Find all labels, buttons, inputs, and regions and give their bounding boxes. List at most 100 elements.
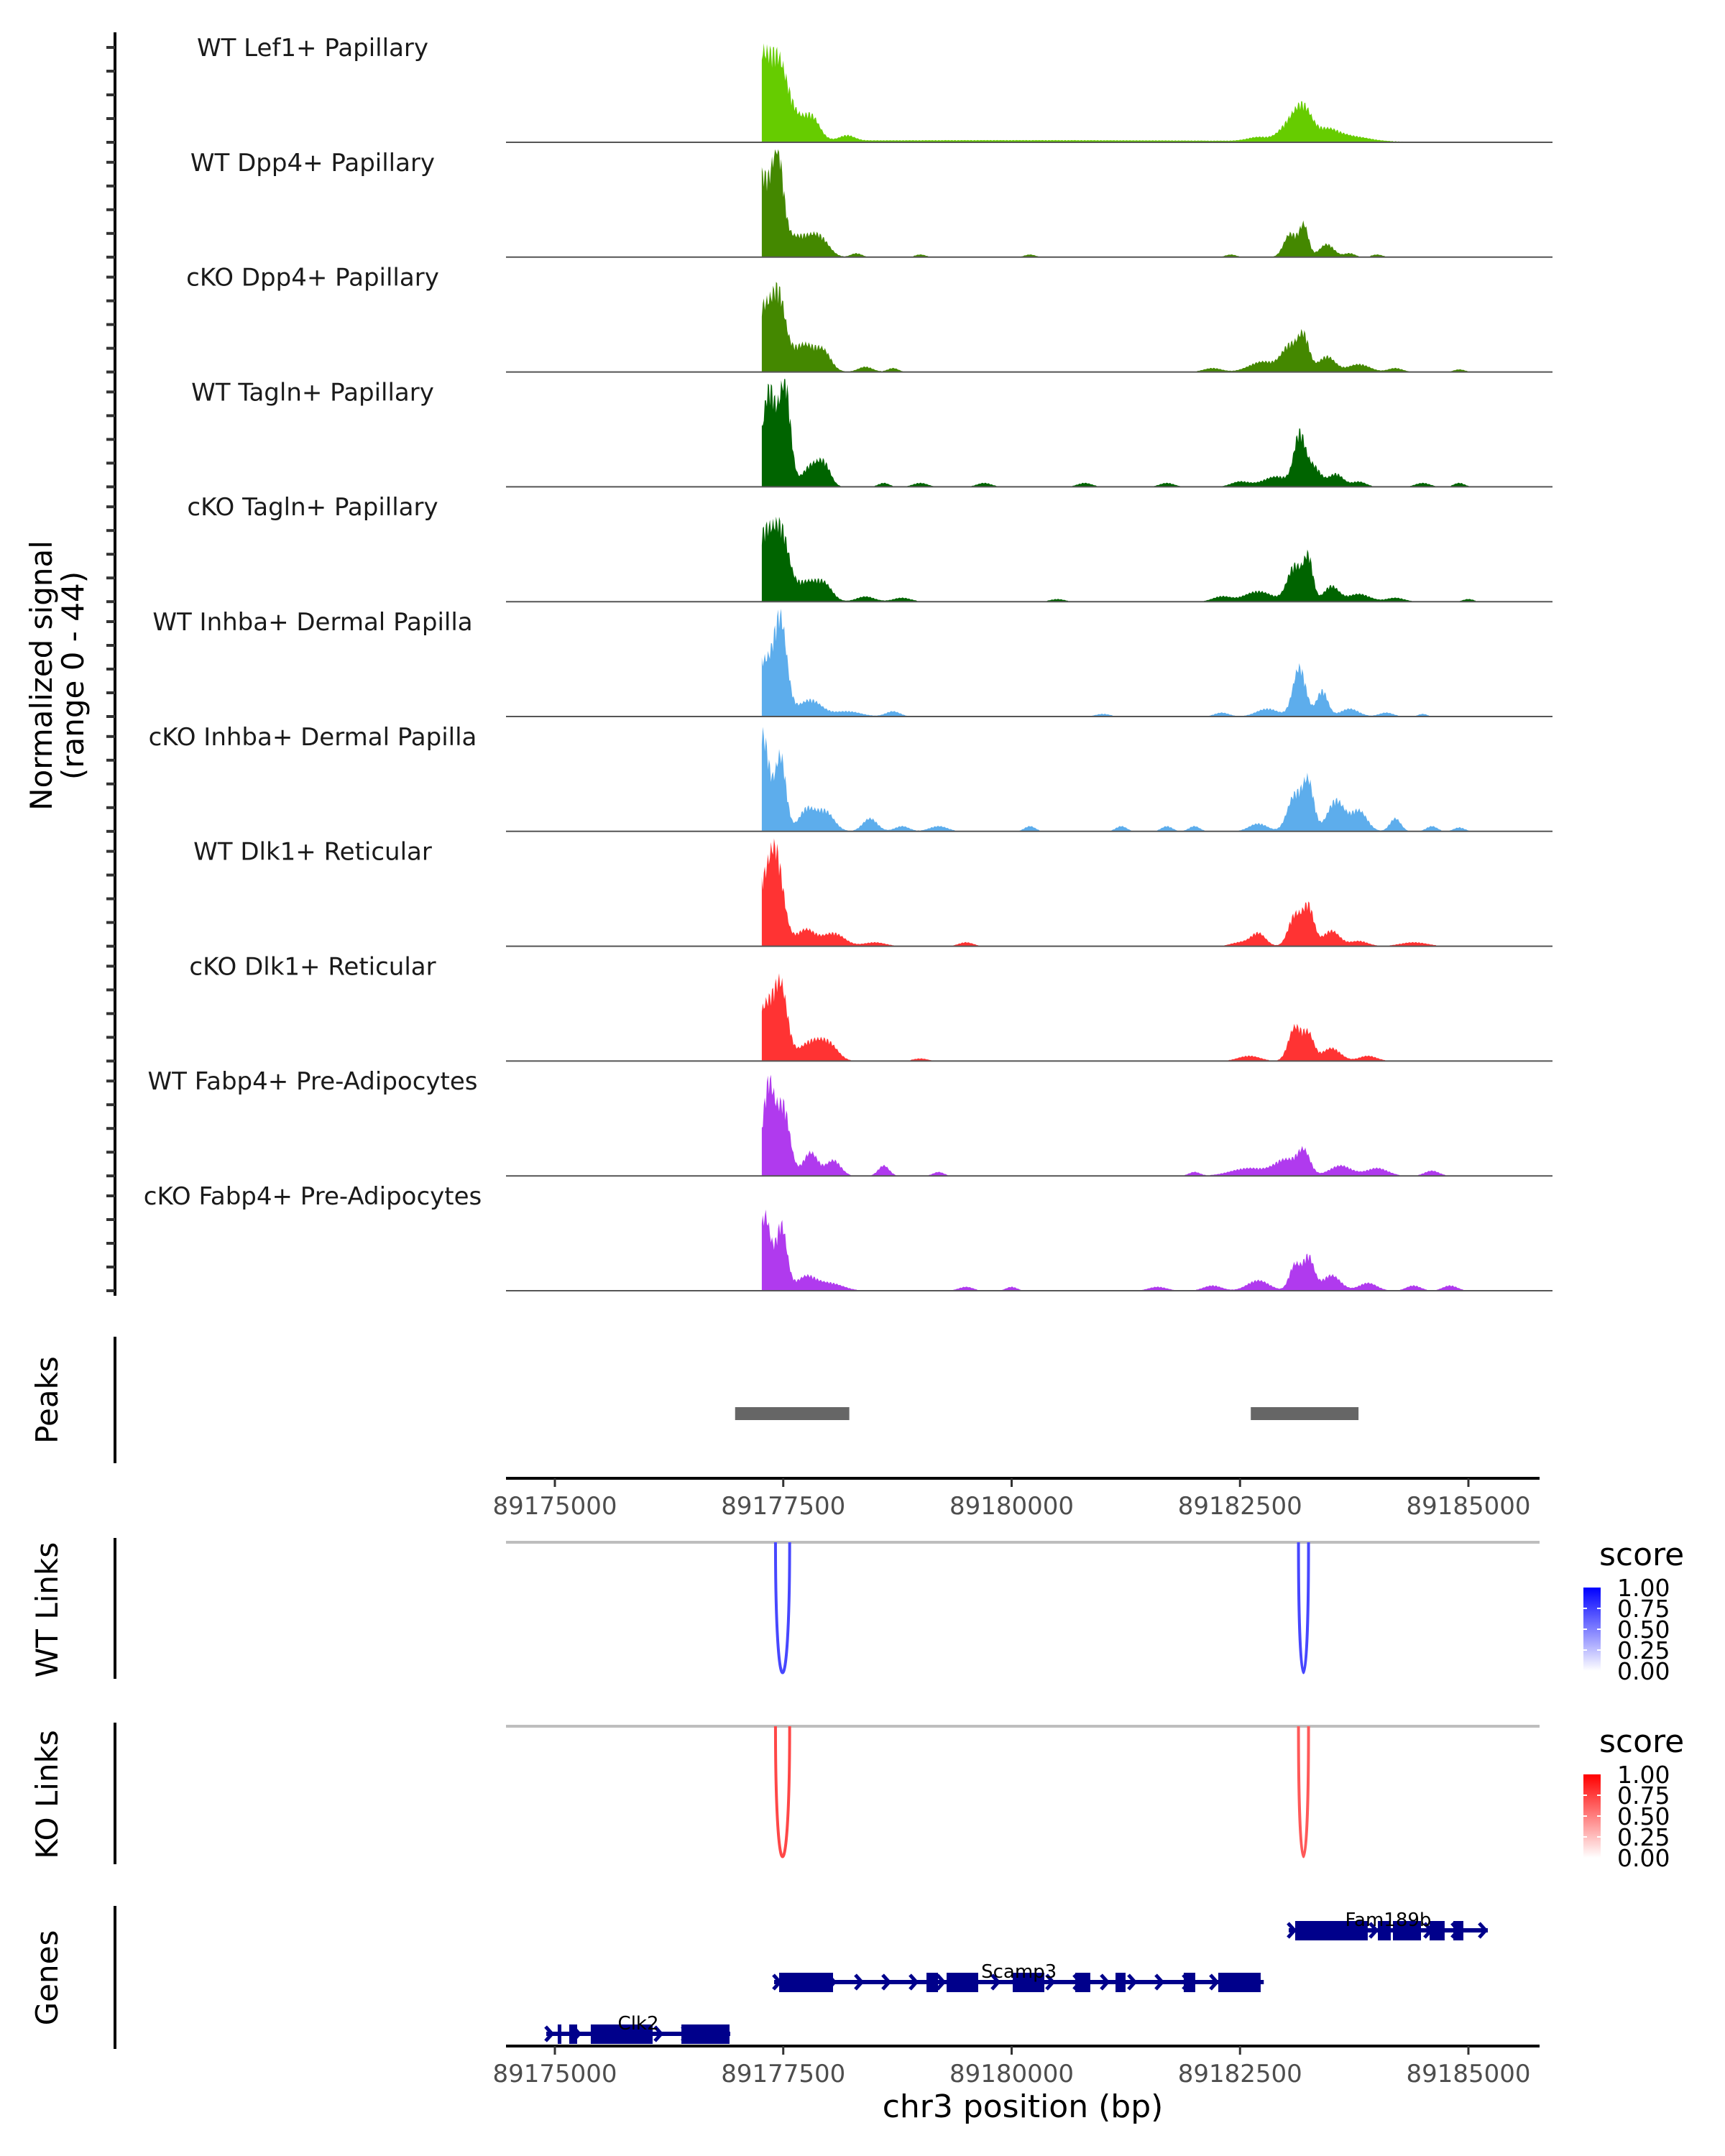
peaks-label: Peaks <box>29 1356 65 1444</box>
coverage-track: WT Tagln+ Papillary <box>191 378 1552 488</box>
gene-exon <box>1218 1973 1261 1992</box>
coverage-track: WT Dlk1+ Reticular <box>193 838 1552 947</box>
track-label: cKO Dlk1+ Reticular <box>189 952 436 981</box>
gene-model: Clk2 <box>544 2013 731 2044</box>
coverage-y-axis-title: Normalized signal (range 0 - 44) <box>24 540 91 811</box>
x-tick-label: 89175000 <box>492 2060 617 2088</box>
coverage-area <box>761 1210 1476 1291</box>
gene-name-label: Scamp3 <box>981 1961 1057 1983</box>
bottom-x-axis: 89175000 89177500 89180000 89182500 89185000… <box>492 2045 1540 2125</box>
legend-tick-label: 0.50 <box>1617 1616 1670 1644</box>
track-label: WT Inhba+ Dermal Papilla <box>152 608 472 637</box>
coverage-area <box>761 838 1476 946</box>
x-tick-label: 89177500 <box>721 2060 845 2088</box>
coverage-y-ticks <box>106 46 115 1292</box>
gene-exon <box>1116 1973 1126 1992</box>
strand-arrow-icon <box>990 1973 1001 1991</box>
x-axis-title: chr3 position (bp) <box>883 2088 1164 2125</box>
y-axis-title-line2: (range 0 - 44) <box>55 571 91 780</box>
strand-arrow-icon <box>1100 1973 1110 1991</box>
coverage-track: cKO Inhba+ Dermal Papilla <box>149 723 1552 832</box>
legend-tick-label: 0.50 <box>1617 1802 1670 1830</box>
legend-tick-label: 0.00 <box>1617 1844 1670 1872</box>
gene-exon <box>590 2024 653 2044</box>
link-arc <box>773 1726 791 1858</box>
track-label: cKO Inhba+ Dermal Papilla <box>149 723 477 752</box>
legend-tick-label: 0.75 <box>1617 1782 1670 1810</box>
coverage-area <box>761 149 1476 257</box>
coverage-area <box>761 43 1476 142</box>
upper-x-axis: 89175000 89177500 89180000 89182500 89185000 <box>492 1477 1540 1521</box>
coverage-track: cKO Fabp4+ Pre-Adipocytes <box>144 1182 1552 1291</box>
coverage-area <box>761 379 1476 487</box>
gene-exon <box>569 2024 578 2044</box>
x-tick-label: 89182500 <box>1178 2060 1302 2088</box>
coverage-tracks: WT Lef1+ Papillary WT Dpp4+ Papillary cKO … <box>144 34 1552 1291</box>
strand-arrow-icon <box>1209 1973 1220 1991</box>
legend-tick-label: 0.75 <box>1617 1595 1670 1623</box>
gene-exon <box>926 1973 939 1992</box>
track-label: cKO Dpp4+ Papillary <box>186 264 439 292</box>
y-axis-title-line1: Normalized signal <box>24 540 59 811</box>
strand-arrow-icon <box>908 1973 919 1991</box>
strand-arrow-icon <box>936 1973 947 1991</box>
link-arc <box>1297 1542 1310 1674</box>
strand-arrow-icon <box>881 1973 892 1991</box>
wt-links-label: WT Links <box>29 1542 65 1677</box>
gene-exon <box>557 2024 562 2044</box>
gene-exon <box>779 1973 834 1992</box>
link-arc <box>1297 1726 1310 1858</box>
x-tick-label: 89185000 <box>1406 1492 1530 1521</box>
x-tick-label: 89182500 <box>1178 1492 1302 1521</box>
strand-arrow-icon <box>1154 1973 1165 1991</box>
coverage-track: WT Lef1+ Papillary <box>197 34 1552 143</box>
legend-tick-label: 1.00 <box>1617 1761 1670 1789</box>
peak-interval <box>735 1407 850 1420</box>
strand-arrow-icon <box>1287 1922 1297 1939</box>
track-label: cKO Fabp4+ Pre-Adipocytes <box>144 1182 482 1211</box>
strand-arrow-icon <box>1045 1973 1056 1991</box>
track-label: WT Dlk1+ Reticular <box>193 838 432 867</box>
link-arc <box>773 1542 791 1674</box>
strand-arrow-icon <box>544 2025 555 2042</box>
gene-exon <box>681 2024 730 2044</box>
gene-model: Fam189b <box>1287 1909 1489 1940</box>
peaks-track: Peaks <box>29 1337 1359 1463</box>
coverage-track: WT Fabp4+ Pre-Adipocytes <box>148 1067 1552 1177</box>
legend-tick-label: 0.25 <box>1617 1636 1670 1664</box>
gene-exon <box>1295 1921 1368 1940</box>
gene-exon <box>1453 1921 1463 1940</box>
coverage-area <box>761 973 1476 1061</box>
coverage-area <box>761 282 1476 372</box>
gene-exon <box>1429 1921 1445 1940</box>
genes-label: Genes <box>29 1930 65 2026</box>
x-tick-label: 89180000 <box>949 1492 1074 1521</box>
coverage-track: cKO Dpp4+ Papillary <box>186 264 1552 373</box>
x-tick-label: 89185000 <box>1406 2060 1530 2088</box>
strand-arrow-icon <box>1127 1973 1138 1991</box>
gene-model: Scamp3 <box>772 1961 1264 1992</box>
coverage-track: WT Inhba+ Dermal Papilla <box>152 608 1552 717</box>
x-tick-label: 89177500 <box>721 1492 845 1521</box>
gene-name-label: Fam189b <box>1345 1909 1431 1931</box>
gene-exon <box>1013 1973 1044 1992</box>
track-label: WT Fabp4+ Pre-Adipocytes <box>148 1067 478 1096</box>
gene-exon <box>1075 1973 1090 1992</box>
gene-exon <box>1183 1973 1195 1992</box>
gene-name-label: Clk2 <box>618 2013 659 2035</box>
strand-arrow-icon <box>653 2025 664 2042</box>
coverage-track: WT Dpp4+ Papillary <box>190 149 1552 258</box>
legend-title: score <box>1599 1723 1684 1760</box>
gene-exon <box>1378 1921 1391 1940</box>
legend-tick-label: 0.25 <box>1617 1823 1670 1851</box>
track-label: WT Dpp4+ Papillary <box>190 149 435 178</box>
gene-exon <box>1393 1921 1422 1940</box>
strand-arrow-icon <box>854 1973 865 1991</box>
coverage-track: cKO Tagln+ Papillary <box>187 493 1552 603</box>
genes-track: Genes Fam189b Scamp3 Clk2 <box>29 1906 1489 2049</box>
coverage-track: cKO Dlk1+ Reticular <box>189 952 1552 1062</box>
